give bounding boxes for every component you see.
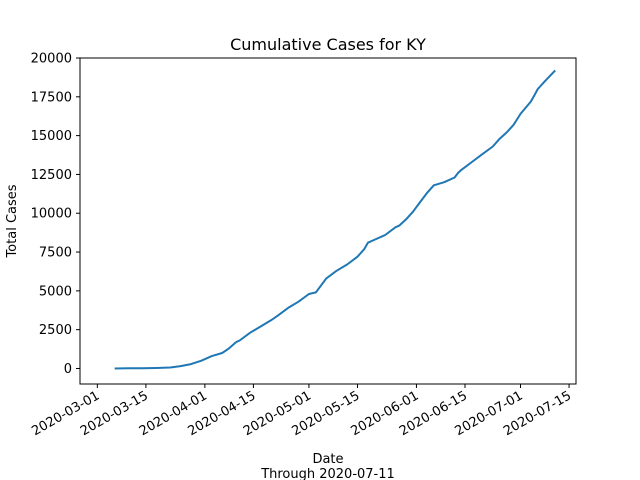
y-tick-label: 7500	[39, 246, 72, 261]
y-tick-label: 15000	[31, 129, 72, 144]
y-axis-label: Total Cases	[5, 184, 20, 258]
y-tick-label: 2500	[39, 323, 72, 338]
y-axis-ticks: 0 2500 5000 7500 10000 12500 15000 17500 20000	[31, 52, 80, 377]
y-tick-label: 10000	[31, 207, 72, 222]
series-line	[114, 69, 556, 370]
y-tick-label: 20000	[31, 52, 72, 67]
x-axis-sublabel: Through 2020-07-11	[260, 467, 395, 480]
y-tick-label: 12500	[31, 168, 72, 183]
plot-frame	[79, 57, 577, 385]
chart-title: Cumulative Cases for KY	[230, 35, 426, 54]
y-tick-label: 17500	[31, 90, 72, 105]
y-tick-label: 0	[64, 362, 72, 377]
x-axis-label: Date	[312, 452, 343, 467]
y-tick-label: 5000	[39, 284, 72, 299]
